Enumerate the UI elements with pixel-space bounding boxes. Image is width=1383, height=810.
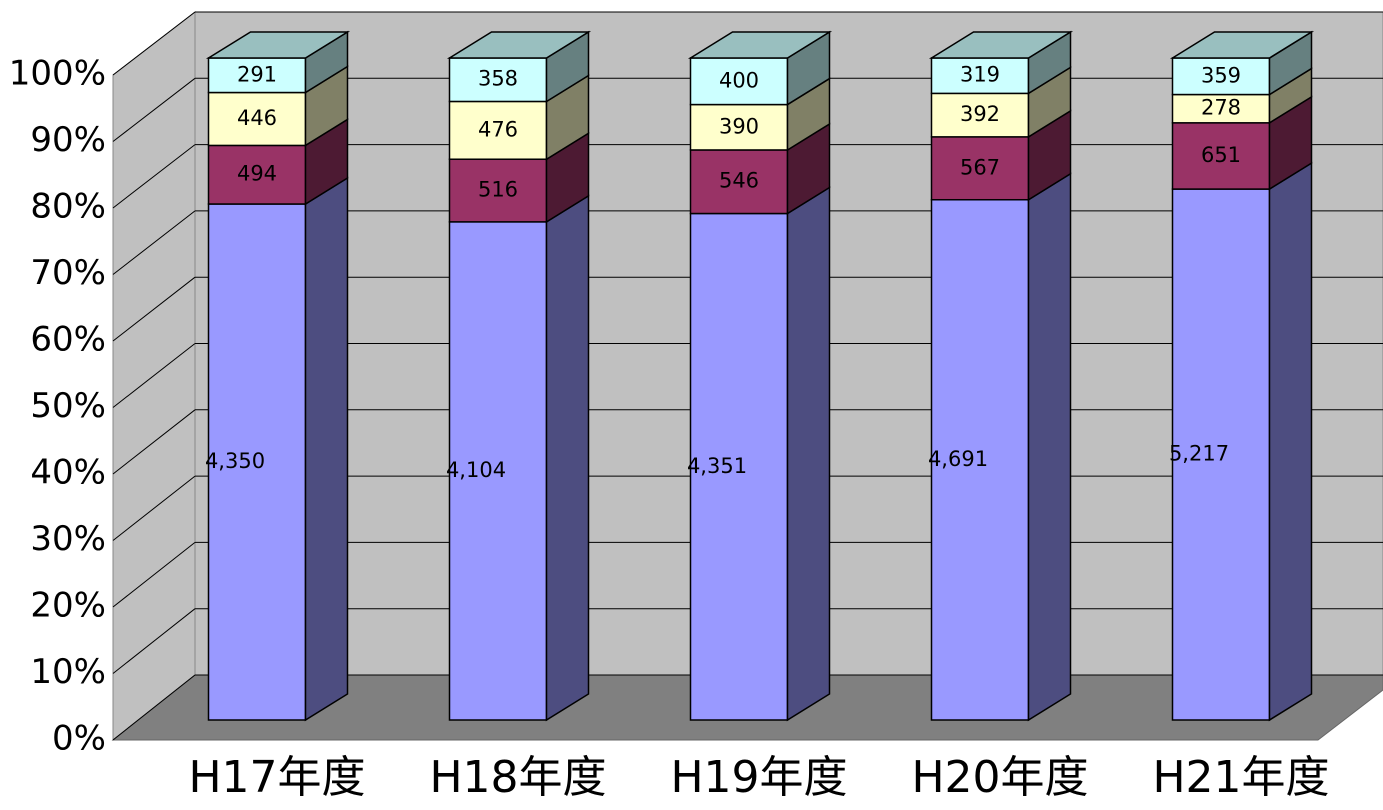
bar-side bbox=[545, 194, 590, 722]
grid-line bbox=[112, 542, 196, 608]
data-label: 400 bbox=[719, 68, 759, 92]
bar-segment bbox=[448, 57, 548, 103]
y-tick-label: 10% bbox=[30, 652, 106, 692]
bar-side bbox=[1027, 172, 1072, 722]
bar-side bbox=[304, 176, 349, 722]
y-tick-label: 30% bbox=[30, 519, 106, 559]
bar-segment bbox=[930, 136, 1030, 201]
bar-side bbox=[1268, 161, 1313, 722]
grid-line bbox=[112, 11, 196, 76]
data-label: 546 bbox=[719, 169, 759, 193]
bar-segment bbox=[930, 92, 1030, 138]
x-tick-label: H17年度 bbox=[188, 752, 365, 803]
bar-segment bbox=[689, 57, 789, 106]
data-label: 651 bbox=[1201, 143, 1241, 167]
data-label: 4,350 bbox=[205, 449, 265, 473]
y-tick-label: 90% bbox=[30, 120, 106, 160]
bar-segment bbox=[207, 203, 307, 721]
grid-line bbox=[112, 210, 196, 275]
bar-top bbox=[205, 31, 351, 59]
grid-line bbox=[112, 475, 196, 541]
data-label: 390 bbox=[719, 114, 759, 138]
grid-line bbox=[112, 343, 196, 408]
data-label: 4,351 bbox=[687, 454, 747, 478]
y-tick-label: 20% bbox=[30, 586, 106, 626]
bar-segment bbox=[930, 198, 1030, 721]
data-label: 446 bbox=[237, 106, 277, 130]
y-tick-label: 40% bbox=[30, 453, 106, 493]
data-label: 4,691 bbox=[928, 447, 988, 471]
data-label: 5,217 bbox=[1169, 442, 1229, 466]
data-label: 516 bbox=[478, 178, 518, 202]
bar-top bbox=[446, 31, 592, 59]
bar-segment bbox=[448, 100, 548, 160]
data-label: 319 bbox=[960, 63, 1000, 87]
data-label: 494 bbox=[237, 162, 277, 186]
data-label: 278 bbox=[1201, 96, 1241, 120]
bar-segment bbox=[207, 144, 307, 205]
y-tick-label: 0% bbox=[52, 719, 106, 759]
y-tick-label: 50% bbox=[30, 386, 106, 426]
data-label: 359 bbox=[1201, 63, 1241, 87]
data-label: 476 bbox=[478, 117, 518, 141]
bar-top bbox=[687, 31, 833, 59]
data-label: 392 bbox=[960, 102, 1000, 126]
x-tick-label: H19年度 bbox=[670, 752, 847, 803]
bar-segment bbox=[689, 103, 789, 151]
bar-top bbox=[928, 31, 1074, 59]
x-tick-label: H21年度 bbox=[1152, 752, 1329, 803]
grid-line bbox=[112, 77, 196, 142]
bar-side bbox=[786, 186, 831, 722]
bar-segment bbox=[207, 57, 307, 94]
grid-line bbox=[112, 409, 196, 475]
x-tick-label: H20年度 bbox=[911, 752, 1088, 803]
grid-line bbox=[112, 276, 196, 342]
data-label: 4,104 bbox=[446, 458, 506, 482]
bar-segment bbox=[930, 57, 1030, 95]
grid-line bbox=[112, 144, 196, 209]
grid-line bbox=[112, 608, 196, 674]
y-tick-label: 70% bbox=[30, 253, 106, 293]
data-label: 291 bbox=[237, 62, 277, 86]
y-tick-label: 100% bbox=[9, 54, 106, 94]
data-label: 567 bbox=[960, 155, 1000, 179]
bar-top bbox=[1169, 31, 1315, 59]
x-tick-label: H18年度 bbox=[429, 752, 606, 803]
bar-segment bbox=[1171, 122, 1271, 190]
grid-line bbox=[112, 674, 196, 741]
y-tick-label: 60% bbox=[30, 320, 106, 360]
data-label: 358 bbox=[478, 67, 518, 91]
y-tick-label: 80% bbox=[30, 187, 106, 227]
